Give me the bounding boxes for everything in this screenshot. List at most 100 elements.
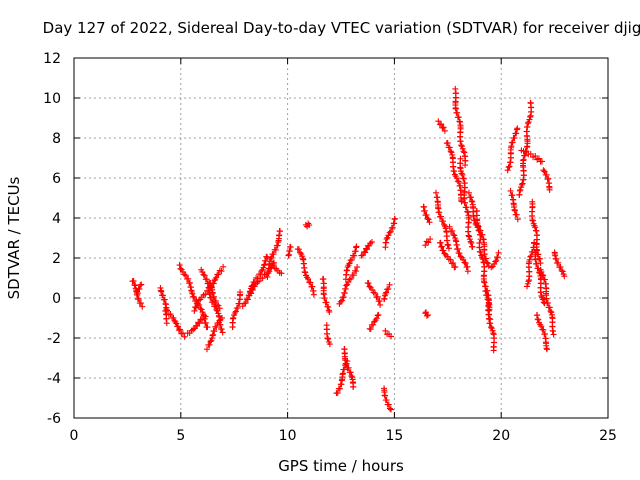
data-point bbox=[210, 331, 217, 338]
data-point bbox=[297, 249, 304, 256]
data-point bbox=[386, 405, 393, 412]
y-tick-label: 6 bbox=[52, 171, 61, 187]
data-point bbox=[444, 139, 451, 146]
data-point bbox=[509, 192, 516, 199]
data-point bbox=[386, 281, 393, 288]
data-point bbox=[490, 347, 497, 354]
data-point bbox=[437, 239, 444, 246]
data-point bbox=[526, 116, 533, 123]
data-point bbox=[383, 239, 390, 246]
data-point bbox=[138, 300, 144, 307]
data-point bbox=[218, 268, 225, 275]
data-point bbox=[437, 213, 444, 220]
data-point bbox=[458, 143, 465, 150]
data-point bbox=[212, 297, 219, 304]
data-point bbox=[440, 218, 447, 225]
x-tick-label: 0 bbox=[70, 428, 79, 444]
data-point bbox=[139, 303, 146, 310]
data-point bbox=[181, 333, 188, 340]
data-point bbox=[325, 335, 332, 342]
data-point bbox=[348, 373, 355, 380]
data-point bbox=[467, 194, 474, 201]
data-point bbox=[274, 242, 281, 249]
data-point bbox=[479, 256, 486, 263]
data-point bbox=[451, 168, 458, 175]
data-point bbox=[462, 162, 469, 169]
data-point bbox=[466, 233, 473, 240]
data-point bbox=[242, 300, 249, 307]
data-point bbox=[543, 171, 550, 178]
data-point bbox=[529, 217, 536, 224]
data-point bbox=[347, 275, 354, 282]
data-point bbox=[181, 271, 188, 278]
data-point bbox=[494, 254, 501, 261]
data-point bbox=[213, 274, 220, 281]
data-point bbox=[197, 316, 204, 323]
chart-title: Day 127 of 2022, Sidereal Day-to-day VTE… bbox=[43, 19, 640, 37]
data-point bbox=[176, 262, 183, 269]
data-point bbox=[520, 156, 527, 163]
data-point bbox=[185, 275, 192, 282]
data-point bbox=[137, 282, 144, 289]
data-point bbox=[374, 293, 381, 300]
data-point bbox=[258, 267, 265, 274]
data-point bbox=[383, 397, 390, 404]
data-point bbox=[511, 135, 518, 142]
data-point bbox=[391, 215, 398, 222]
data-point bbox=[210, 293, 217, 300]
data-point bbox=[550, 331, 557, 338]
data-point bbox=[460, 256, 467, 263]
data-point bbox=[158, 288, 165, 295]
data-point bbox=[167, 311, 174, 318]
data-point bbox=[561, 273, 568, 280]
y-tick-label: 8 bbox=[52, 131, 61, 147]
data-point bbox=[213, 306, 220, 313]
data-point bbox=[539, 296, 546, 303]
data-point bbox=[138, 281, 145, 288]
data-point bbox=[177, 265, 184, 272]
data-point bbox=[367, 326, 374, 333]
data-point bbox=[231, 309, 238, 316]
data-point bbox=[506, 163, 513, 170]
data-point bbox=[521, 152, 528, 159]
data-point bbox=[287, 244, 294, 251]
data-point bbox=[337, 298, 344, 305]
x-tick-label: 5 bbox=[176, 428, 185, 444]
data-point bbox=[469, 243, 476, 250]
data-point bbox=[513, 130, 520, 137]
data-point bbox=[438, 121, 445, 128]
data-point bbox=[130, 277, 137, 284]
data-point bbox=[191, 307, 198, 314]
data-point bbox=[135, 295, 142, 302]
data-point bbox=[539, 271, 546, 278]
data-point bbox=[340, 294, 347, 301]
x-tick-label: 25 bbox=[599, 428, 617, 444]
data-point bbox=[518, 181, 525, 188]
data-point bbox=[342, 285, 349, 292]
data-point bbox=[366, 283, 373, 290]
data-point bbox=[195, 319, 202, 326]
data-point bbox=[278, 270, 285, 277]
data-point bbox=[310, 291, 317, 298]
data-point bbox=[543, 346, 550, 353]
data-point bbox=[211, 328, 218, 335]
data-point bbox=[346, 260, 353, 267]
data-point bbox=[532, 153, 539, 160]
data-point bbox=[182, 272, 189, 279]
data-point bbox=[215, 271, 222, 278]
data-point bbox=[454, 109, 461, 116]
data-point bbox=[454, 245, 461, 252]
data-point bbox=[213, 324, 220, 331]
data-point bbox=[220, 263, 227, 270]
data-point bbox=[425, 239, 432, 246]
data-point bbox=[461, 259, 468, 266]
data-point bbox=[326, 341, 333, 348]
data-point bbox=[309, 283, 316, 290]
data-point bbox=[159, 292, 166, 299]
data-point bbox=[422, 242, 429, 249]
data-point bbox=[481, 279, 488, 286]
data-point bbox=[450, 231, 457, 238]
data-point bbox=[446, 223, 453, 230]
data-point bbox=[468, 198, 475, 205]
